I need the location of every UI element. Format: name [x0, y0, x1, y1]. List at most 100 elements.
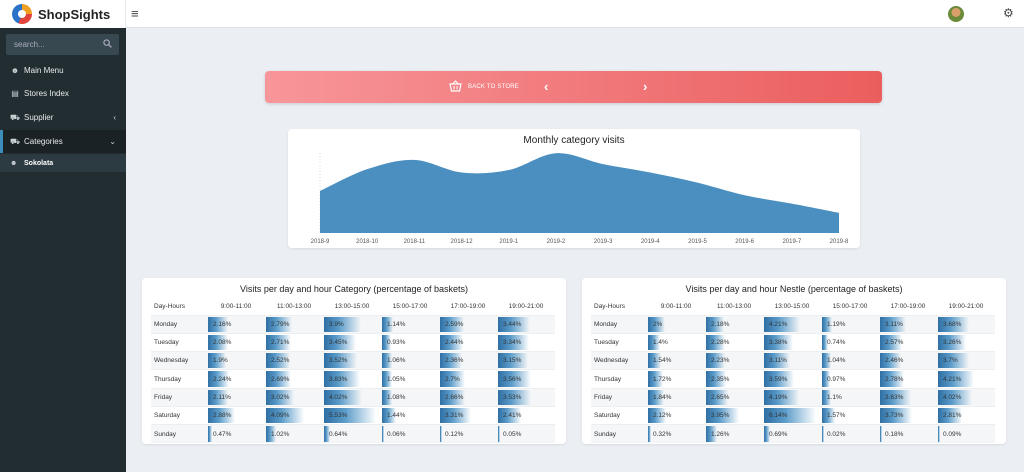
cell-value: 1.84%	[653, 393, 672, 401]
heatmap-cell: 2.79%	[265, 314, 323, 334]
column-header: Day-Hours	[594, 303, 626, 311]
next-arrow-icon[interactable]: ›	[643, 79, 648, 94]
heatmap-cell: 1.57%	[821, 405, 879, 425]
x-tick-label: 2018-9	[311, 239, 330, 245]
heatmap-cell: 1.44%	[381, 405, 439, 425]
cell-value: 2.16%	[213, 320, 232, 328]
heatmap-cell: 0.06%	[381, 424, 439, 444]
day-label: Thursday	[151, 369, 207, 389]
heatmap-cell: 5.53%	[323, 405, 381, 425]
cell-value: 2.57%	[885, 338, 904, 346]
day-label: Sunday	[591, 424, 647, 444]
heatmap-cell: 1.04%	[821, 351, 879, 370]
day-label: Tuesday	[151, 332, 207, 352]
settings-gear-icon[interactable]: ⚙	[1003, 6, 1014, 20]
search-input[interactable]	[6, 34, 96, 55]
table-row: Sunday 0.47% 1.02% 0.64% 0.06% 0.12% 0.05%	[151, 424, 555, 444]
x-tick-label: 2019-2	[547, 239, 566, 245]
cell-value: 3.15%	[503, 357, 522, 365]
column-header: 13:00-15:00	[774, 303, 810, 311]
cell-value: 3.59%	[769, 375, 788, 383]
cell-value: 1.08%	[387, 393, 406, 401]
cell-value: 2.78%	[885, 375, 904, 383]
heatmap-cell: 3.45%	[323, 332, 381, 352]
chevron-down-icon: ⌄	[109, 137, 116, 146]
cell-value: 2.36%	[445, 357, 464, 365]
column-header: 19:00-21:00	[948, 303, 984, 311]
heatmap-cell: 1.1%	[821, 387, 879, 407]
heatmap-cell: 1.72%	[647, 369, 705, 389]
cell-value: 4.02%	[329, 393, 348, 401]
heatmap-cell: 3.73%	[879, 405, 937, 425]
day-label: Friday	[151, 387, 207, 407]
cell-value: 2.52%	[271, 357, 290, 365]
user-avatar[interactable]	[948, 6, 964, 22]
heatmap-cell: 1.19%	[821, 314, 879, 334]
sidebar-item-stores-index[interactable]: ▤ Stores Index	[0, 82, 126, 105]
chart-area-series	[320, 153, 839, 233]
search-icon[interactable]	[103, 39, 112, 48]
heatmap-cell: 0.02%	[821, 424, 879, 444]
table-row: Monday 2.16% 2.79% 3.9% 1.14% 2.59% 3.44%	[151, 314, 555, 334]
cell-value: 0.47%	[213, 430, 232, 438]
table-row: Friday 1.84% 2.65% 4.19% 1.1% 3.63% 4.02%	[591, 387, 995, 407]
heatmap-cell: 0.93%	[381, 332, 439, 352]
cell-value: 0.02%	[827, 430, 846, 438]
cell-value: 3.38%	[769, 338, 788, 346]
heatmap-cell: 2.69%	[265, 369, 323, 389]
menu-toggle-icon[interactable]: ≡	[131, 6, 139, 21]
nestle-heatmap-table: Day-Hours 9:00-11:00 11:00-13:00 13:00-15:0…	[591, 299, 995, 444]
cell-value: 1.04%	[827, 357, 846, 365]
column-header: 17:00-19:00	[450, 303, 486, 311]
day-label: Saturday	[151, 405, 207, 425]
x-tick-label: 2019-4	[641, 239, 660, 245]
column-header: 15:00-17:00	[832, 303, 868, 311]
cell-value: 2.12%	[653, 412, 672, 420]
column-header: 9:00-11:00	[660, 303, 692, 311]
table-row: Wednesday 1.54% 2.23% 3.11% 1.04% 2.46% 3.7%	[591, 351, 995, 370]
cell-value: 2.46%	[885, 357, 904, 365]
chart-title: Monthly category visits	[523, 135, 625, 146]
cell-value: 1.57%	[827, 412, 846, 420]
heatmap-cell: 2.24%	[207, 369, 265, 389]
table-row: Monday 2% 2.18% 4.21% 1.19% 3.11% 3.68%	[591, 314, 995, 334]
cell-value: 0.32%	[653, 430, 672, 438]
app-logo[interactable]: ShopSights	[0, 0, 126, 28]
column-header: Day-Hours	[154, 303, 186, 311]
cell-value: 4.09%	[271, 412, 290, 420]
cell-value: 3.95%	[711, 412, 730, 420]
logo-icon	[12, 4, 32, 24]
heatmap-cell: 3.34%	[497, 332, 555, 352]
table-title: Visits per day and hour Nestle (percenta…	[685, 284, 903, 294]
heatmap-cell: 3.9%	[323, 314, 381, 334]
heatmap-cell: 2.11%	[207, 387, 265, 407]
sidebar-subitem-sokolata[interactable]: ☻ Sokolata	[0, 154, 126, 172]
column-header: 19:00-21:00	[508, 303, 544, 311]
previous-arrow-icon[interactable]: ‹	[544, 79, 549, 94]
heatmap-cell: 2.66%	[439, 387, 497, 407]
cell-value: 1.02%	[271, 430, 290, 438]
database-icon: ▤	[11, 89, 19, 98]
basket-icon[interactable]	[449, 80, 462, 92]
cell-value: 3.53%	[503, 393, 522, 401]
heatmap-cell: 2.88%	[207, 405, 265, 425]
sidebar-item-categories[interactable]: ⛟ Categories ⌄	[0, 130, 126, 153]
back-to-store-link[interactable]: BACK TO STORE	[468, 84, 519, 90]
heatmap-cell: 4.19%	[763, 387, 821, 407]
cell-value: 5.53%	[329, 412, 348, 420]
sidebar: ☻ Main Menu ▤ Stores Index ⛟ Supplier ‹ …	[0, 28, 126, 472]
cart-icon: ⛟	[10, 136, 21, 146]
cell-value: 2%	[653, 320, 663, 328]
heatmap-cell: 3.44%	[497, 314, 555, 334]
x-tick-label: 2019-1	[499, 239, 518, 245]
sidebar-item-supplier[interactable]: ⛟ Supplier ‹	[0, 106, 126, 129]
sidebar-item-main-menu[interactable]: ☻ Main Menu	[0, 59, 126, 82]
cell-value: 3.44%	[503, 320, 522, 328]
x-tick-label: 2019-3	[594, 239, 613, 245]
heatmap-cell: 2.12%	[647, 405, 705, 425]
table-header-row: Day-Hours 9:00-11:00 11:00-13:00 13:00-15:0…	[591, 299, 995, 315]
store-navigation-bar: BACK TO STORE ‹ ›	[265, 71, 882, 103]
heatmap-cell: 2.71%	[265, 332, 323, 352]
cell-value: 1.44%	[387, 412, 406, 420]
sidebar-item-label: Main Menu	[24, 66, 64, 75]
